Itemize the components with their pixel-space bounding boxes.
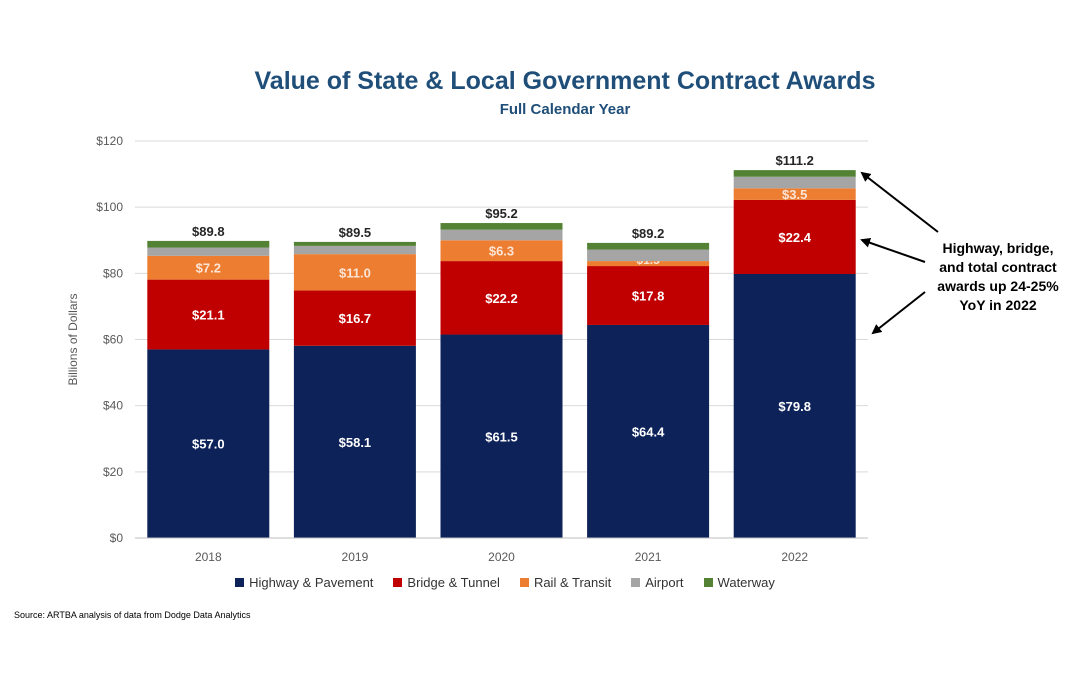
x-tick-label: 2018	[195, 550, 222, 564]
legend-swatch-highway	[235, 578, 245, 587]
legend-label-waterway: Waterway	[717, 575, 775, 590]
x-tick-label: 2022	[781, 550, 808, 564]
chart-title: Value of State & Local Government Contra…	[254, 67, 876, 95]
bar-segment-highway	[293, 345, 416, 538]
bar-segment-airport	[733, 176, 856, 189]
bar-segment-rail	[440, 240, 563, 262]
annotation-arrow	[871, 291, 926, 335]
y-tick-label: $120	[96, 134, 123, 148]
total-label: $111.2	[776, 153, 814, 168]
bar-segment-rail	[733, 188, 856, 200]
y-tick-label: $0	[110, 531, 124, 545]
bar-segment-waterway	[587, 242, 710, 250]
data-label-highway: $57.0	[192, 437, 225, 452]
data-label-bridge: $22.2	[485, 291, 518, 306]
chart-subtitle: Full Calendar Year	[499, 101, 631, 118]
legend-item-waterway: Waterway	[703, 575, 775, 590]
bar-segment-highway	[147, 349, 270, 538]
data-label-highway: $58.1	[339, 435, 372, 450]
data-label-rail: $6.3	[489, 244, 514, 259]
bar-segment-bridge	[733, 199, 856, 274]
legend-swatch-airport	[631, 578, 641, 587]
y-axis-label: Billions of Dollars	[66, 293, 80, 385]
bar-segment-rail	[587, 261, 710, 267]
annotation-line: Highway, bridge,	[942, 240, 1054, 256]
bar-segment-highway	[440, 334, 563, 538]
annotation-arrow	[860, 237, 926, 263]
source-note: Source: ARTBA analysis of data from Dodg…	[14, 610, 251, 620]
legend-label-highway: Highway & Pavement	[249, 575, 374, 590]
total-label: $89.2	[632, 226, 665, 241]
y-tick-label: $20	[103, 465, 123, 479]
data-label-rail: $3.5	[782, 187, 807, 202]
legend-label-bridge: Bridge & Tunnel	[407, 575, 500, 590]
x-tick-label: 2021	[635, 550, 662, 564]
y-tick-label: $60	[103, 333, 123, 347]
total-label: $95.2	[485, 206, 518, 221]
legend-swatch-rail	[519, 578, 529, 587]
bar-segment-airport	[587, 249, 710, 262]
y-tick-label: $100	[96, 200, 123, 214]
data-label-highway: $61.5	[485, 429, 518, 444]
annotation-line: YoY in 2022	[959, 297, 1037, 313]
annotation-arrow	[860, 171, 939, 233]
legend-swatch-bridge	[393, 578, 403, 587]
data-label-rail: $11.0	[339, 265, 371, 280]
bar-segment-airport	[147, 247, 270, 256]
data-label-bridge: $21.1	[192, 308, 225, 323]
bar-segment-highway	[587, 324, 710, 538]
data-label-highway: $64.4	[632, 424, 665, 439]
total-label: $89.8	[192, 224, 225, 239]
annotation-line: and total contract	[939, 259, 1057, 275]
legend-item-airport: Airport	[631, 575, 684, 590]
y-tick-label: $40	[103, 399, 123, 413]
data-label-bridge: $16.7	[339, 311, 372, 326]
data-label-bridge: $22.4	[778, 230, 811, 245]
bar-segment-rail	[293, 254, 416, 291]
bar-segment-waterway	[147, 240, 270, 248]
data-label-highway: $79.8	[778, 399, 811, 414]
bar-segment-bridge	[440, 261, 563, 335]
bar-segment-bridge	[147, 279, 270, 350]
bar-segment-rail	[147, 255, 270, 280]
legend-item-highway: Highway & Pavement	[235, 575, 373, 590]
data-label-rail: $7.2	[196, 261, 221, 276]
legend-item-rail: Rail & Transit	[519, 575, 612, 590]
bar-segment-waterway	[440, 223, 563, 230]
total-label: $89.5	[339, 225, 372, 240]
annotation-line: awards up 24-25%	[937, 278, 1059, 294]
bar-segment-airport	[440, 229, 563, 241]
annotation-callout: Highway, bridge, and total contract awar…	[928, 239, 1068, 315]
bar-segment-waterway	[293, 241, 416, 246]
bar-segment-airport	[293, 245, 416, 255]
bar-segment-bridge	[587, 266, 710, 325]
x-tick-label: 2019	[342, 550, 369, 564]
legend-swatch-waterway	[703, 578, 713, 587]
bar-segment-bridge	[293, 290, 416, 346]
chart-legend: Highway & Pavement Bridge & Tunnel Rail …	[0, 575, 1010, 590]
legend-label-airport: Airport	[645, 575, 684, 590]
x-tick-label: 2020	[488, 550, 515, 564]
bar-segment-highway	[733, 273, 856, 538]
data-label-bridge: $17.8	[632, 288, 665, 303]
legend-label-rail: Rail & Transit	[533, 575, 612, 590]
bar-segment-waterway	[733, 170, 856, 177]
legend-item-bridge: Bridge & Tunnel	[393, 575, 500, 590]
y-tick-label: $80	[103, 266, 123, 280]
